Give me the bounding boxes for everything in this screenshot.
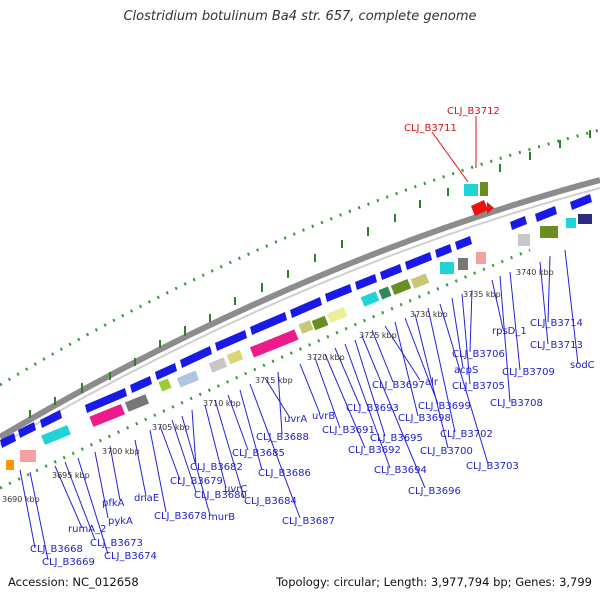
gene-label: CLJ_B3703 <box>466 461 519 472</box>
gene-label: CLJ_B3686 <box>258 468 311 479</box>
gc-dotted-ring-inner <box>0 248 531 490</box>
label-leaders-highlight <box>431 116 477 183</box>
highlight-genes <box>471 200 494 216</box>
gene-label: CLJ_B3706 <box>452 349 505 360</box>
tick-3705: 3705 kbp <box>152 423 190 432</box>
gene-label: dnaE <box>134 493 159 504</box>
genome-summary-text: Topology: circular; Length: 3,977,794 bp… <box>276 575 592 589</box>
gene-label: uvrA <box>284 414 307 425</box>
tick-3730: 3730 kbp <box>410 310 448 319</box>
gene-label: CLJ_B3699 <box>418 401 471 412</box>
gene-label: CLJ_B3702 <box>440 429 493 440</box>
gene-label: uvrB <box>312 411 335 422</box>
gene-label: CLJ_B3693 <box>346 403 399 414</box>
gene-label: CLJ_B3700 <box>420 446 473 457</box>
tick-3710: 3710 kbp <box>203 399 241 408</box>
gene-label: CLJ_B3688 <box>256 432 309 443</box>
tick-3735: 3735 kbp <box>463 290 501 299</box>
gene-label: CLJ_B3713 <box>530 340 583 351</box>
map-title: Clostridium botulinum Ba4 str. 657, comp… <box>123 9 477 24</box>
gene-label: CLJ_B3695 <box>370 433 423 444</box>
gene-label: CLJ_B3679 <box>170 476 223 487</box>
backbone-ring <box>0 177 600 440</box>
gene-label: CLJ_B3714 <box>530 318 583 329</box>
gc-bars <box>29 130 591 418</box>
gene-label: rumA_2 <box>68 524 106 535</box>
gene-label: CLJ_B3669 <box>42 557 95 568</box>
tick-3715: 3715 kbp <box>255 376 293 385</box>
gene-label: alr <box>425 377 439 388</box>
tick-3695: 3695 kbp <box>52 471 90 480</box>
gene-label: pfkA <box>102 498 125 509</box>
gene-label: CLJ_B3682 <box>190 462 243 473</box>
gc-dotted-ring-outer <box>0 128 600 387</box>
tick-3725: 3725 kbp <box>359 331 397 340</box>
gene-label: CLJ_B3697 <box>372 380 425 391</box>
gene-label: CLJ_B3691 <box>322 425 375 436</box>
accession-text: Accession: NC_012658 <box>8 575 139 589</box>
gene-label: CLJ_B3684 <box>244 496 297 507</box>
gene-label: CLJ_B3678 <box>154 511 207 522</box>
tick-3700: 3700 kbp <box>102 447 140 456</box>
gene-label: sodC <box>570 360 595 371</box>
gene-label: acpS <box>454 365 478 376</box>
gene-label: CLJ_B3673 <box>90 538 143 549</box>
tick-3720: 3720 kbp <box>307 353 345 362</box>
gene-label-highlight: CLJ_B3712 <box>447 106 500 117</box>
gene-label: murB <box>208 512 235 523</box>
gene-label: uvrC <box>224 484 247 495</box>
backbone-ring-inner <box>0 187 600 446</box>
tick-3690: 3690 kbp <box>2 495 40 504</box>
category-boxes <box>6 182 592 470</box>
highlight-label-group: CLJ_B3711 CLJ_B3712 <box>404 106 500 134</box>
gene-label: CLJ_B3680 <box>194 490 247 501</box>
gene-label: CLJ_B3708 <box>490 398 543 409</box>
gene-label: CLJ_B3674 <box>104 551 157 562</box>
gene-label: CLJ_B3694 <box>374 465 427 476</box>
gene-label: CLJ_B3685 <box>232 448 285 459</box>
gene-label-group: CLJ_B3668 CLJ_B3669 rumA_2 CLJ_B3673 CLJ… <box>30 318 595 568</box>
gene-label: CLJ_B3705 <box>452 381 505 392</box>
kbp-ticks: 3690 kbp 3695 kbp 3700 kbp 3705 kbp 3710… <box>2 268 554 504</box>
forward-genes <box>0 194 592 448</box>
gene-label-highlight: CLJ_B3711 <box>404 123 457 134</box>
label-leaders <box>19 249 579 561</box>
tick-3740: 3740 kbp <box>516 268 554 277</box>
gene-label: rpsD_1 <box>492 326 527 337</box>
gene-label: CLJ_B3687 <box>282 516 335 527</box>
gene-label: CLJ_B3696 <box>408 486 461 497</box>
gene-label: pykA <box>108 516 133 527</box>
gene-label: CLJ_B3698 <box>398 413 451 424</box>
gene-label: CLJ_B3692 <box>348 445 401 456</box>
gene-label: CLJ_B3709 <box>502 367 555 378</box>
gene-label: CLJ_B3668 <box>30 544 83 555</box>
